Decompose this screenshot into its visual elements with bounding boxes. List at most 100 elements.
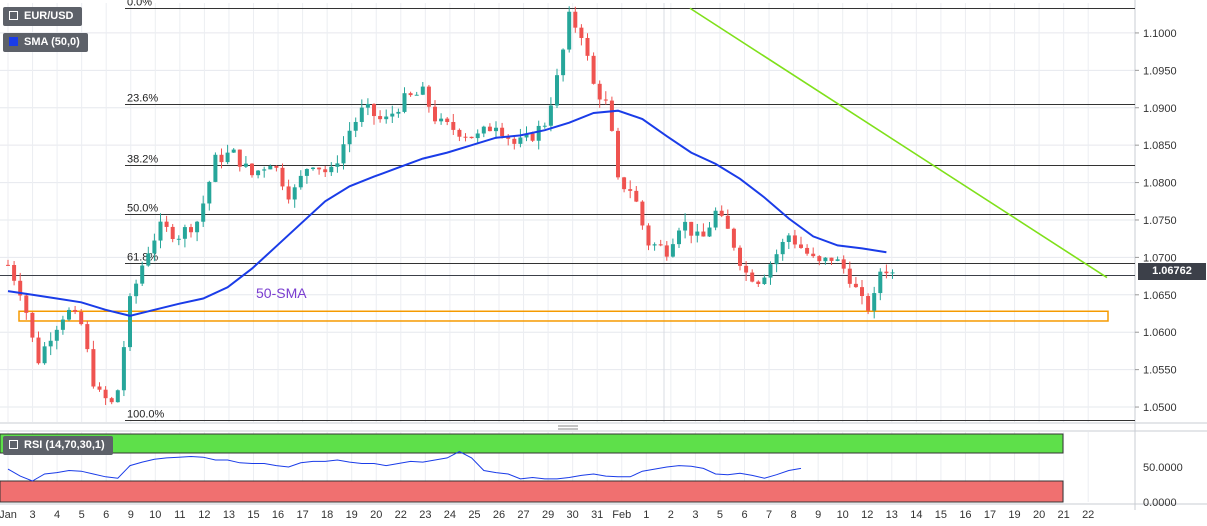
candle-body bbox=[396, 111, 401, 114]
candle-body bbox=[805, 247, 810, 254]
trendline bbox=[689, 7, 1108, 279]
candle-body bbox=[225, 152, 230, 163]
candle-body bbox=[817, 256, 822, 262]
candle-body bbox=[731, 228, 736, 248]
x-tick-label: 10 bbox=[837, 509, 849, 521]
candle-body bbox=[872, 293, 877, 311]
candle-body bbox=[311, 167, 315, 170]
candle-body bbox=[591, 55, 596, 84]
candle-body bbox=[634, 190, 639, 202]
candle-body bbox=[378, 116, 383, 120]
candle-body bbox=[48, 340, 53, 347]
x-tick-label: 27 bbox=[517, 509, 529, 521]
candle-body bbox=[30, 312, 35, 338]
candle-body bbox=[683, 221, 688, 231]
candle-body bbox=[744, 265, 749, 273]
x-tick-label: 9 bbox=[128, 509, 134, 521]
sma-legend-label: SMA (50,0) bbox=[24, 36, 80, 48]
candle-body bbox=[750, 272, 755, 282]
candle-body bbox=[426, 86, 431, 107]
x-tick-label: 15 bbox=[247, 509, 259, 521]
candle-body bbox=[384, 116, 389, 120]
candle-body bbox=[372, 103, 376, 117]
x-tick-label: 5 bbox=[79, 509, 85, 521]
candle-body bbox=[182, 227, 187, 239]
sma-legend[interactable]: SMA (50,0) bbox=[3, 33, 88, 52]
panel-resize-handle[interactable] bbox=[558, 425, 578, 430]
candle-body bbox=[713, 210, 718, 228]
x-tick-label: 8 bbox=[791, 509, 797, 521]
x-tick-label: 19 bbox=[1008, 509, 1020, 521]
candle-body bbox=[701, 231, 706, 237]
x-tick-label: 18 bbox=[321, 509, 333, 521]
support-zone-box bbox=[18, 310, 1109, 322]
fib-label: 0.0% bbox=[127, 0, 152, 9]
candle-body bbox=[719, 210, 724, 216]
candle-body bbox=[695, 231, 700, 236]
candle-body bbox=[487, 126, 492, 132]
candle-body bbox=[18, 280, 23, 296]
candle-body bbox=[256, 170, 261, 176]
candle-body bbox=[134, 283, 139, 297]
y-tick-label: 1.0750 bbox=[1143, 215, 1177, 227]
candle-body bbox=[274, 165, 279, 168]
x-tick-label: 19 bbox=[346, 509, 358, 521]
x-tick-label: Feb bbox=[612, 509, 631, 521]
x-tick-label: 12 bbox=[198, 509, 210, 521]
x-tick-label: 22 bbox=[1082, 509, 1094, 521]
price-axis: 1.1000 1.0950 1.0900 1.0850 1.0800 1.0750 1.07… bbox=[1135, 28, 1177, 414]
candle-body bbox=[317, 167, 322, 170]
candle-body bbox=[280, 167, 285, 187]
x-tick-label: 3 bbox=[692, 509, 698, 521]
candle-body bbox=[799, 244, 803, 248]
candle-body bbox=[786, 235, 791, 242]
rsi-legend-label: RSI (14,70,30,1) bbox=[24, 439, 105, 451]
candle-body bbox=[823, 257, 828, 262]
candle-body bbox=[884, 271, 889, 274]
candle-body bbox=[79, 311, 84, 325]
candle-body bbox=[780, 241, 785, 255]
x-tick-label: 22 bbox=[395, 509, 407, 521]
candle-body bbox=[774, 254, 779, 265]
candle-body bbox=[628, 189, 633, 191]
candle-body bbox=[792, 235, 797, 245]
symbol-legend[interactable]: EUR/USD bbox=[3, 7, 82, 26]
candle-body bbox=[60, 319, 65, 330]
candle-body bbox=[36, 337, 41, 364]
candle-body bbox=[140, 265, 145, 284]
candle-body bbox=[73, 309, 78, 312]
candle-body bbox=[445, 118, 450, 123]
candle-body bbox=[347, 130, 352, 145]
candle-body bbox=[420, 86, 425, 95]
candle-body bbox=[481, 126, 486, 134]
x-tick-label: 4 bbox=[54, 509, 60, 521]
candle-body bbox=[738, 247, 742, 266]
candle-body bbox=[597, 83, 602, 100]
fib-label: 50.0% bbox=[127, 203, 158, 215]
candle-body bbox=[866, 296, 871, 311]
x-tick-label: 15 bbox=[935, 509, 947, 521]
candle-body bbox=[329, 166, 334, 173]
fib-label: 100.0% bbox=[127, 409, 165, 421]
grid bbox=[0, 0, 1207, 510]
candle-body bbox=[408, 93, 413, 96]
x-tick-label: 6 bbox=[103, 509, 109, 521]
candle-body bbox=[616, 130, 620, 178]
x-tick-label: 31 bbox=[591, 509, 603, 521]
candle-body bbox=[463, 136, 468, 138]
candle-body bbox=[561, 49, 566, 76]
candle-body bbox=[451, 122, 456, 130]
candle-body bbox=[121, 347, 126, 391]
candlesticks bbox=[6, 6, 895, 405]
candle-body bbox=[548, 105, 553, 126]
rsi-legend[interactable]: RSI (14,70,30,1) bbox=[3, 436, 113, 455]
candle-body bbox=[85, 324, 90, 350]
candle-body bbox=[91, 349, 96, 387]
fibonacci-levels: 0.0% 23.6% 38.2% 50.0% 61.8% 100.0% bbox=[0, 0, 1135, 421]
candle-body bbox=[402, 93, 407, 112]
x-tick-label: 3 bbox=[29, 509, 35, 521]
candle-body bbox=[658, 244, 663, 246]
x-tick-label: 26 bbox=[493, 509, 505, 521]
candle-body bbox=[439, 118, 444, 122]
y-tick-label: 1.1000 bbox=[1143, 28, 1177, 40]
